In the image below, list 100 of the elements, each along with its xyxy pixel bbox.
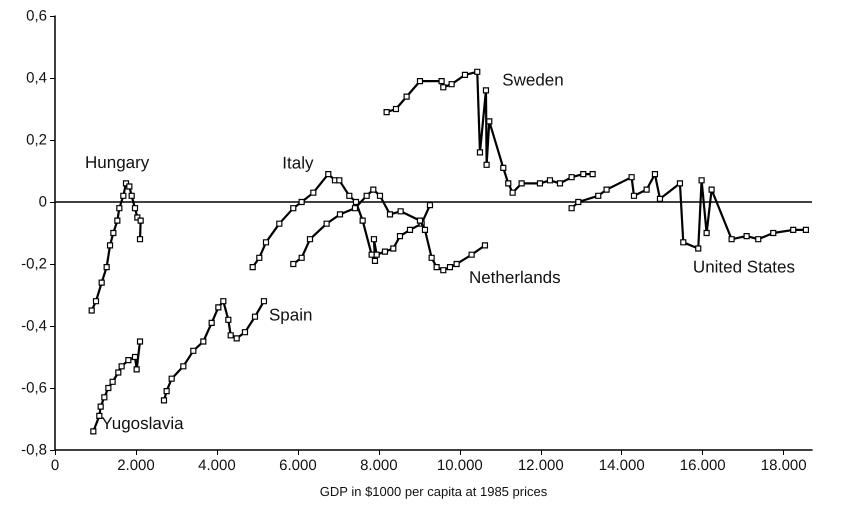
point [382,248,388,255]
point [220,298,226,304]
point [575,198,582,206]
point [416,218,424,224]
point [546,177,554,184]
y-tick-label: 0,2 [26,132,47,148]
point [406,226,414,233]
point [115,369,122,376]
point [656,196,664,202]
point [252,314,258,320]
point [190,348,196,354]
x-tick-label: 14.000 [598,457,645,474]
point [110,230,116,236]
point [698,177,705,184]
point [755,236,762,242]
point [234,335,240,342]
y-tick-label: 0 [38,194,47,210]
point [630,192,638,199]
point [105,384,112,392]
point [454,260,460,268]
y-tick-label: -0,6 [21,380,47,396]
point [536,180,544,186]
point [336,211,344,218]
point [225,316,232,323]
point [92,298,100,304]
point [110,378,116,385]
x-tick-label: 8.000 [360,457,398,474]
series-label: Netherlands [468,268,561,287]
point [364,192,370,199]
point [448,81,455,88]
point [396,233,404,240]
point [505,180,512,186]
x-tick-label: 18.000 [760,457,807,474]
point [336,177,342,184]
point [474,68,480,75]
point [228,332,234,338]
x-axis-title: GDP in $1000 per capita at 1985 prices [320,484,548,499]
x-tick-label: 6.000 [279,457,317,474]
point [370,236,378,242]
point [98,280,105,286]
point [652,171,658,178]
point [276,220,282,227]
point [770,230,776,236]
point [628,174,635,180]
point [446,264,454,270]
point [374,252,380,258]
point [604,186,610,193]
point [428,254,435,261]
point [306,236,314,242]
point [352,205,358,212]
point [104,264,110,270]
point [250,264,256,270]
point [128,192,135,199]
point [96,412,102,419]
point [346,192,352,199]
point [708,186,715,193]
point [310,190,316,196]
point [440,84,446,90]
point [426,202,434,208]
point [510,190,516,196]
point [101,394,108,400]
point [704,230,710,236]
point [482,242,488,248]
point [262,239,270,246]
series-label: United States [692,257,795,276]
point [180,363,186,370]
point [398,208,404,214]
point [422,226,428,233]
point [370,186,376,193]
point [580,171,586,178]
point [372,258,378,264]
point [484,162,490,168]
point [242,329,248,336]
point [802,226,810,233]
point [556,180,564,186]
x-tick-label: 2.000 [117,457,155,474]
point [90,428,96,434]
point [468,252,475,258]
point [132,205,138,212]
point [325,171,332,178]
point [324,220,330,227]
point [125,357,132,364]
point [256,254,262,261]
point [384,109,390,116]
point [390,245,396,252]
point [790,226,796,233]
point [88,307,95,314]
point [132,354,138,360]
y-tick-label: 0,6 [26,8,47,24]
point [360,218,366,224]
point [290,205,296,212]
point [434,264,440,270]
point [728,236,735,242]
point [500,164,506,171]
series-label: Yugoslavia [101,414,184,433]
x-tick-label: 0 [50,457,60,474]
point [392,106,400,112]
point [376,192,384,199]
point [114,218,120,224]
point [106,242,114,248]
